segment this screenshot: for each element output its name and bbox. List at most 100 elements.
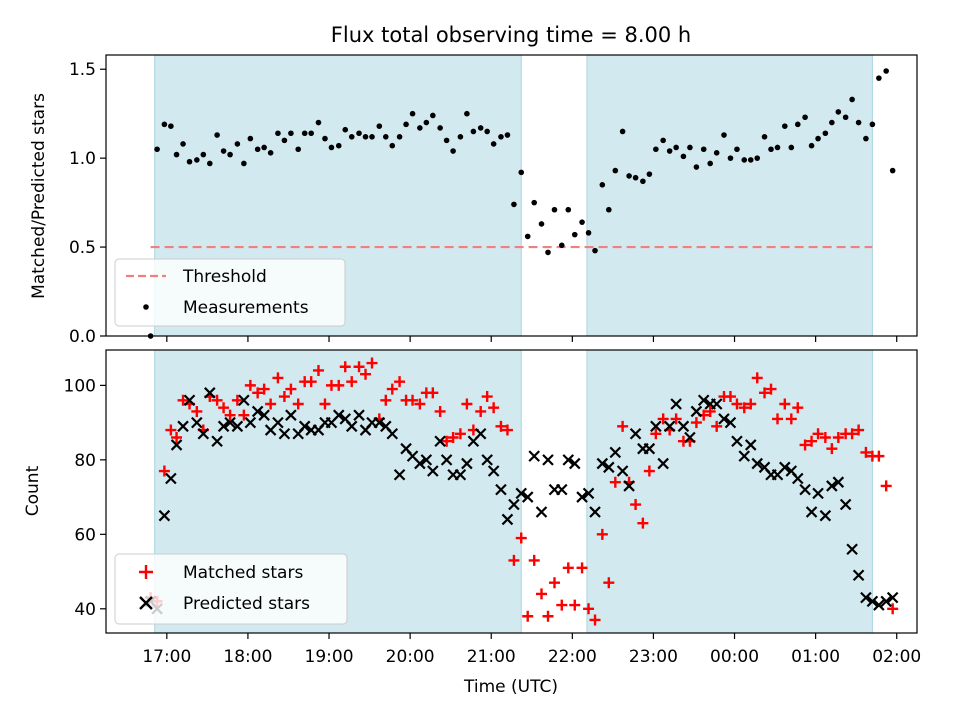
measurement-point: [443, 137, 450, 144]
measurement-point: [376, 123, 383, 129]
legend-predicted-swatch: [139, 596, 153, 610]
predicted-star-point: [158, 509, 171, 522]
matched-star-point: [272, 372, 284, 384]
measurement-point: [382, 134, 389, 140]
matched-star-point: [711, 420, 723, 432]
measurement-point: [194, 157, 200, 163]
measurement-point: [889, 167, 896, 174]
matched-star-point: [589, 614, 601, 626]
matched-star-point: [853, 424, 865, 436]
matched-star-point: [779, 398, 791, 410]
matched-star-point: [690, 417, 702, 429]
x-tick-label: 19:00: [305, 647, 354, 667]
measurement-point: [261, 144, 267, 151]
matched-star-point: [278, 391, 290, 403]
matched-star-point: [171, 432, 183, 444]
measurement-point: [579, 219, 585, 225]
measurement-point: [666, 148, 673, 154]
measurement-point: [883, 68, 889, 74]
measurement-point: [626, 173, 632, 179]
measurement-point: [275, 130, 281, 137]
measurement-point: [538, 221, 545, 227]
measurement-point: [768, 146, 774, 153]
predicted-star-point: [710, 398, 723, 410]
measurement-point: [200, 151, 207, 158]
predicted-star-point: [886, 591, 899, 604]
matched-star-point: [481, 391, 493, 403]
predicted-star-point: [508, 498, 520, 511]
matched-star-point: [454, 428, 466, 440]
x-tick-label: 17:00: [142, 647, 191, 667]
predicted-star-point: [751, 457, 764, 470]
predicted-star-point: [846, 543, 858, 555]
measurement-point: [267, 150, 274, 156]
x-tick-label: 02:00: [872, 647, 921, 667]
measurement-point: [308, 130, 314, 137]
x-tick-label: 21:00: [467, 647, 516, 667]
predicted-star-point: [718, 413, 730, 425]
predicted-star-point: [393, 468, 406, 481]
matched-star-point: [657, 413, 669, 425]
measurement-point: [571, 231, 578, 238]
matched-star-point: [339, 361, 351, 373]
x-tick-label: 22:00: [548, 647, 597, 667]
predicted-star-point: [792, 472, 804, 485]
matched-star-point: [427, 387, 439, 399]
legend-measurements-swatch: [143, 304, 149, 310]
measurement-point: [389, 142, 396, 149]
measurement-point: [842, 114, 849, 121]
predicted-star-point: [839, 498, 852, 511]
predicted-star-point: [873, 599, 885, 611]
matched-star-point: [346, 376, 358, 388]
matched-star-point: [528, 554, 540, 566]
predicted-star-point: [677, 420, 690, 433]
measurement-point: [808, 142, 815, 149]
measurement-point: [295, 146, 302, 153]
predicted-star-point: [414, 457, 426, 470]
predicted-star-point: [609, 446, 622, 459]
y-tick-label: 0.5: [69, 238, 96, 258]
matched-star-point: [265, 398, 277, 410]
matched-star-point: [887, 603, 899, 615]
measurement-point: [207, 160, 213, 167]
measurement-point: [592, 247, 598, 254]
matched-star-point: [522, 610, 534, 622]
predicted-star-point: [819, 509, 832, 522]
predicted-star-point: [170, 439, 183, 451]
matched-star-point: [218, 402, 230, 414]
matched-star-point: [461, 398, 473, 410]
predicted-star-point: [515, 487, 528, 500]
matched-star-point: [501, 424, 513, 436]
measurement-point: [470, 128, 477, 135]
measurement-point: [214, 132, 220, 138]
measurement-point: [498, 134, 504, 140]
predicted-star-point: [434, 435, 446, 448]
measurement-point: [829, 119, 835, 126]
measurement-point: [477, 125, 484, 131]
matched-star-point: [333, 379, 345, 391]
matched-star-point: [799, 439, 811, 451]
measurement-point: [173, 151, 180, 158]
matched-star-point: [305, 376, 317, 388]
predicted-star-point: [603, 461, 615, 474]
measurement-point: [524, 233, 531, 240]
measurement-point: [484, 128, 490, 135]
predicted-star-point: [521, 491, 534, 503]
predicted-star-point: [386, 428, 399, 440]
measurement-point: [281, 137, 288, 144]
measurement-point: [396, 134, 403, 140]
bottom-plot-frame: [105, 349, 918, 634]
measurement-point: [362, 134, 369, 140]
matched-star-point: [158, 465, 170, 477]
predicted-star-point: [866, 595, 879, 608]
predicted-star-point: [643, 442, 656, 455]
matched-star-point: [806, 435, 818, 447]
observing-window-2: [586, 54, 873, 337]
legend-predicted-label: Predicted stars: [183, 594, 310, 614]
predicted-star-point: [272, 416, 284, 429]
measurement-point: [437, 125, 443, 131]
predicted-star-point: [420, 454, 433, 466]
y-tick-label: 1.5: [69, 60, 96, 80]
predicted-star-point: [629, 428, 642, 440]
predicted-star-point: [165, 472, 177, 485]
